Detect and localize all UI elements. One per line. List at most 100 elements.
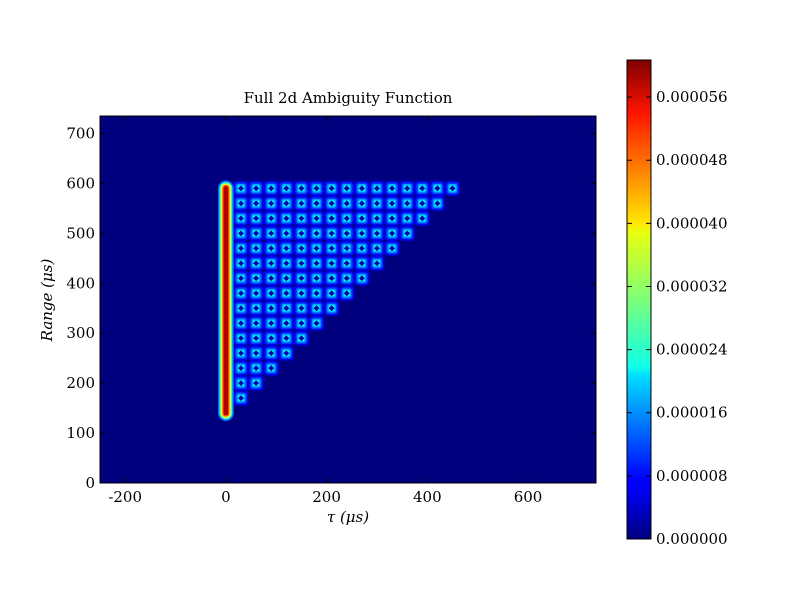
- peak-core: [343, 230, 350, 237]
- peak-core: [343, 260, 350, 267]
- peak-blob: [233, 225, 249, 241]
- peak-blob: [308, 300, 325, 316]
- peak-core: [268, 290, 275, 297]
- peak-blob: [308, 240, 325, 256]
- peak-core: [404, 185, 411, 192]
- peak-core: [268, 245, 275, 252]
- peak-core: [298, 230, 305, 237]
- peak-blob: [293, 285, 309, 301]
- peak-core: [283, 335, 290, 342]
- peak-blob: [293, 240, 309, 256]
- peak-blob: [263, 240, 279, 256]
- peak-blob: [263, 285, 279, 301]
- peak-core: [298, 245, 305, 252]
- peak-core: [328, 290, 335, 297]
- peak-core: [358, 275, 365, 282]
- peak-blob: [369, 255, 385, 271]
- y-tick-label: 0: [85, 474, 95, 492]
- peak-core: [283, 230, 290, 237]
- peak-blob: [293, 225, 309, 241]
- peak-core: [328, 215, 335, 222]
- ridge-layer: [223, 186, 229, 416]
- peak-blob: [339, 195, 355, 211]
- peak-blob: [293, 195, 309, 211]
- peak-core: [389, 185, 396, 192]
- peak-core: [283, 245, 290, 252]
- peak-core: [238, 395, 244, 402]
- peak-core: [238, 365, 244, 372]
- peak-blob: [233, 180, 249, 196]
- peak-core: [298, 320, 305, 327]
- peak-blob: [324, 270, 340, 286]
- peak-core: [238, 245, 244, 252]
- peak-blob: [248, 300, 264, 316]
- colorbar-tick-label: 0.000032: [656, 277, 728, 295]
- peak-blob: [308, 255, 325, 271]
- peak-core: [328, 275, 335, 282]
- colorbar-tick-label: 0.000048: [656, 151, 728, 169]
- peak-blob: [414, 195, 430, 211]
- peak-blob: [278, 285, 294, 301]
- peak-core: [328, 230, 335, 237]
- peak-blob: [263, 270, 279, 286]
- peak-core: [434, 185, 441, 192]
- peak-core: [313, 200, 320, 207]
- x-tick-label: 200: [312, 488, 341, 506]
- colorbar-gradient: [626, 59, 652, 540]
- peak-blob: [233, 210, 249, 226]
- peak-blob: [248, 195, 264, 211]
- peak-core: [373, 185, 380, 192]
- peak-core: [238, 275, 244, 282]
- zero-delay-ridge: [217, 180, 234, 422]
- peak-blob: [308, 270, 325, 286]
- peak-core: [268, 320, 275, 327]
- peak-core: [283, 260, 290, 267]
- peak-core: [328, 305, 335, 312]
- peak-core: [268, 335, 275, 342]
- x-axis-label: τ (μs): [327, 508, 369, 526]
- peak-blob: [248, 375, 264, 391]
- peak-core: [313, 305, 320, 312]
- peak-blob: [248, 180, 264, 196]
- peak-core: [238, 380, 244, 387]
- peak-core: [253, 215, 260, 222]
- peak-core: [434, 200, 441, 207]
- peak-core: [253, 305, 260, 312]
- peak-blob: [354, 195, 370, 211]
- peak-blob: [354, 180, 370, 196]
- peak-blob: [399, 180, 415, 196]
- peak-blob: [324, 225, 340, 241]
- peak-blob: [339, 210, 355, 226]
- peak-blob: [324, 285, 340, 301]
- x-tick-label: 0: [221, 488, 231, 506]
- heatmap-marks: [217, 180, 461, 422]
- y-tick-label: 400: [66, 274, 95, 292]
- peak-core: [253, 320, 260, 327]
- peak-blob: [278, 330, 294, 346]
- peak-blob: [278, 180, 294, 196]
- peak-blob: [263, 315, 279, 331]
- colorbar-tick-label: 0.000056: [656, 88, 728, 106]
- peak-blob: [399, 210, 415, 226]
- peak-blob: [263, 300, 279, 316]
- peak-core: [238, 215, 244, 222]
- peak-core: [238, 260, 244, 267]
- peak-core: [298, 305, 305, 312]
- peak-blob: [278, 300, 294, 316]
- peak-blob: [263, 345, 279, 361]
- peak-blob: [354, 255, 370, 271]
- peak-blob: [248, 285, 264, 301]
- peak-core: [313, 230, 320, 237]
- peak-blob: [293, 180, 309, 196]
- peak-core: [298, 275, 305, 282]
- peak-core: [328, 260, 335, 267]
- peak-core: [283, 305, 290, 312]
- peak-blob: [233, 285, 249, 301]
- peak-core: [298, 335, 305, 342]
- peak-blob: [263, 330, 279, 346]
- peak-core: [253, 365, 260, 372]
- peak-blob: [278, 240, 294, 256]
- peak-core: [389, 200, 396, 207]
- peak-core: [253, 230, 260, 237]
